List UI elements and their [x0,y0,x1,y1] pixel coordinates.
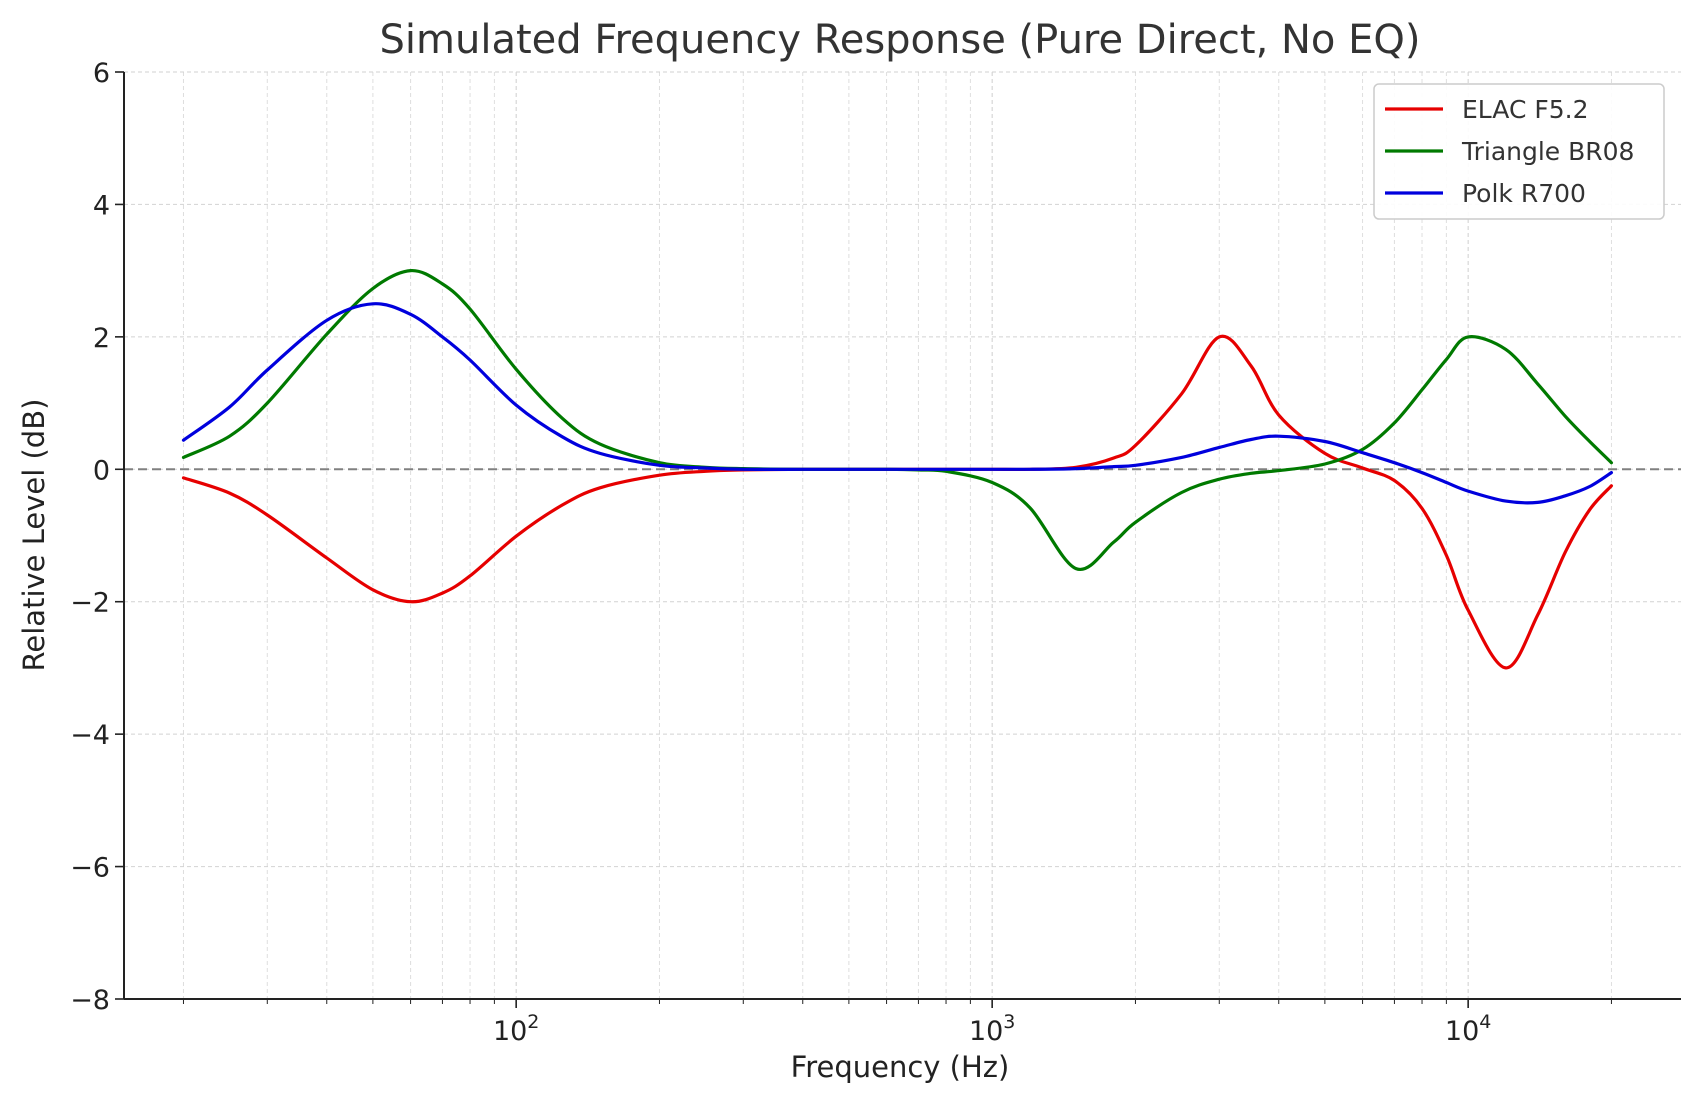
y-tick-label: −8 [70,985,110,1016]
grid [115,71,1681,1008]
series-layer [181,268,1613,670]
y-tick-label: 4 [93,190,110,221]
x-tick-label: 102 [493,1011,539,1047]
y-tick-label: −6 [70,853,110,884]
legend-items: ELAC F5.2 Triangle BR08 Polk R700 [1385,95,1634,208]
y-axis-label: Relative Level (dB) [17,399,51,672]
chart-title: Simulated Frequency Response (Pure Direc… [380,17,1421,63]
x-tick-label: 103 [969,1011,1015,1047]
y-tick-label: 6 [93,58,110,89]
axes [123,72,1681,1000]
y-tick-label: −4 [70,720,110,751]
x-tick-label: 104 [1445,1011,1491,1047]
y-tick-label: 0 [93,455,110,486]
y-tick-label: −2 [70,588,110,619]
series-line-polk-r700 [181,302,1613,505]
series-line-elac-f5-2 [181,334,1613,670]
x-axis-label: Frequency (Hz) [791,1050,1010,1084]
legend: ELAC F5.2 Triangle BR08 Polk R700 [1373,83,1665,220]
legend-label: ELAC F5.2 [1462,95,1589,124]
y-tick-label: 2 [93,323,110,354]
tick-labels: −8 −6 −4 −2 0 2 4 6 102 103 104 [70,58,1491,1047]
legend-label: Triangle BR08 [1461,137,1634,166]
series-line-triangle-br08 [181,268,1613,571]
legend-label: Polk R700 [1462,179,1586,208]
legend-box [1373,83,1665,220]
